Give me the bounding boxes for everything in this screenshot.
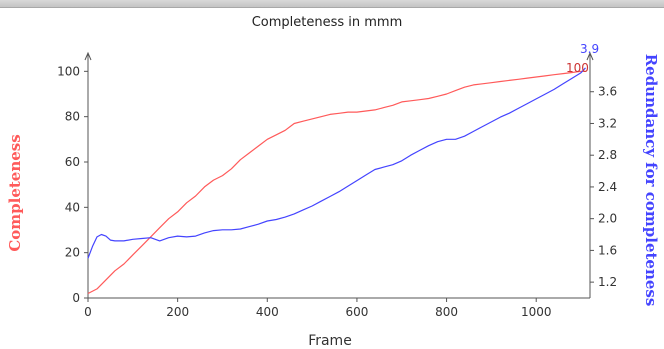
y-left-tick-label: 40 — [65, 200, 80, 214]
chart-title: Completeness in mmm — [252, 15, 403, 30]
x-tick-label: 400 — [256, 305, 279, 319]
y-left-tick-label: 100 — [57, 64, 80, 78]
y-left-tick-label: 20 — [65, 246, 80, 260]
y-axis-right-arrow — [586, 51, 594, 61]
tick-labels: 0 200 400 600 800 1000 0 20 40 60 80 100 1.2 1.6 2.0 2.… — [57, 64, 617, 319]
y-right-tick-label: 1.6 — [598, 243, 617, 257]
y-axis-left-arrow — [84, 51, 92, 61]
y-left-tick-label: 80 — [65, 110, 80, 124]
redundancy-end-label: 3.9 — [580, 42, 599, 56]
completeness-end-label: 100 — [566, 61, 589, 75]
y-right-tick-label: 2.8 — [598, 148, 617, 162]
y-left-tick-label: 60 — [65, 155, 80, 169]
y-axis-right-title: Redundancy for completeness — [642, 54, 660, 307]
axes — [84, 51, 594, 302]
y-right-tick-label: 2.0 — [598, 212, 617, 226]
y-left-tick-label: 0 — [72, 291, 80, 305]
x-tick-label: 600 — [345, 305, 368, 319]
series-lines — [87, 67, 586, 295]
x-axis-title: Frame — [308, 333, 352, 349]
y-right-tick-label: 3.2 — [598, 116, 617, 130]
redundancy-line — [87, 67, 586, 259]
completeness-line — [87, 70, 586, 295]
x-tick-label: 200 — [166, 305, 189, 319]
y-axis-left-title: Completeness — [6, 134, 24, 251]
x-tick-label: 1000 — [521, 305, 552, 319]
x-tick-label: 0 — [84, 305, 92, 319]
y-right-tick-label: 1.2 — [598, 275, 617, 289]
top-toolbar-strip — [0, 0, 664, 8]
x-tick-label: 800 — [435, 305, 458, 319]
y-right-tick-label: 3.6 — [598, 85, 617, 99]
y-right-tick-label: 2.4 — [598, 180, 617, 194]
